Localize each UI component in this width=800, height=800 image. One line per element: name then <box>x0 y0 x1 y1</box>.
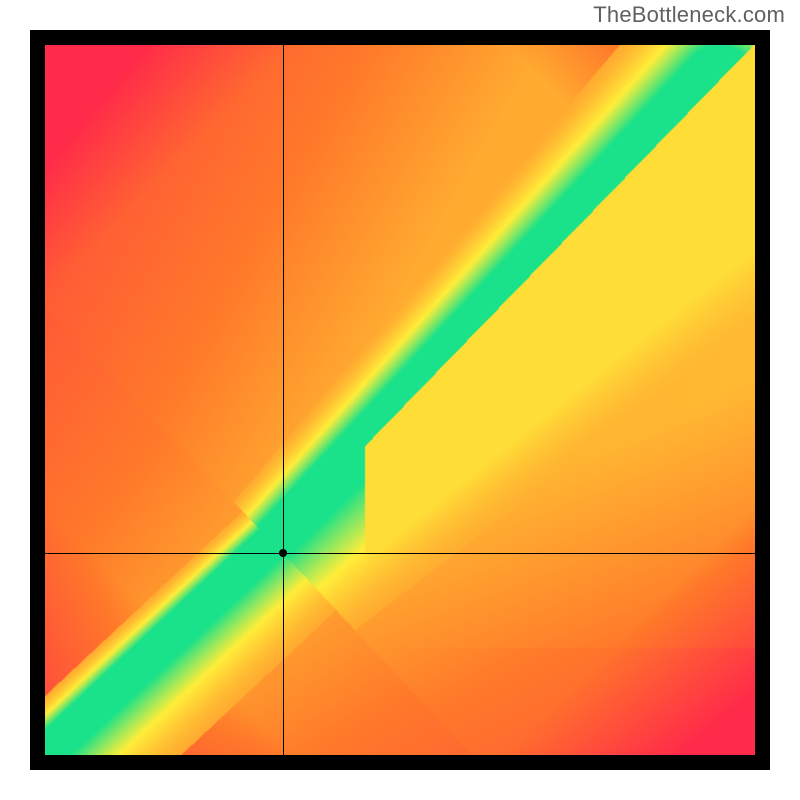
watermark-text: TheBottleneck.com <box>593 2 785 28</box>
crosshair-horizontal <box>45 553 755 554</box>
crosshair-vertical <box>283 45 284 755</box>
crosshair-marker <box>279 549 287 557</box>
bottleneck-heatmap <box>45 45 755 755</box>
chart-frame <box>30 30 770 770</box>
